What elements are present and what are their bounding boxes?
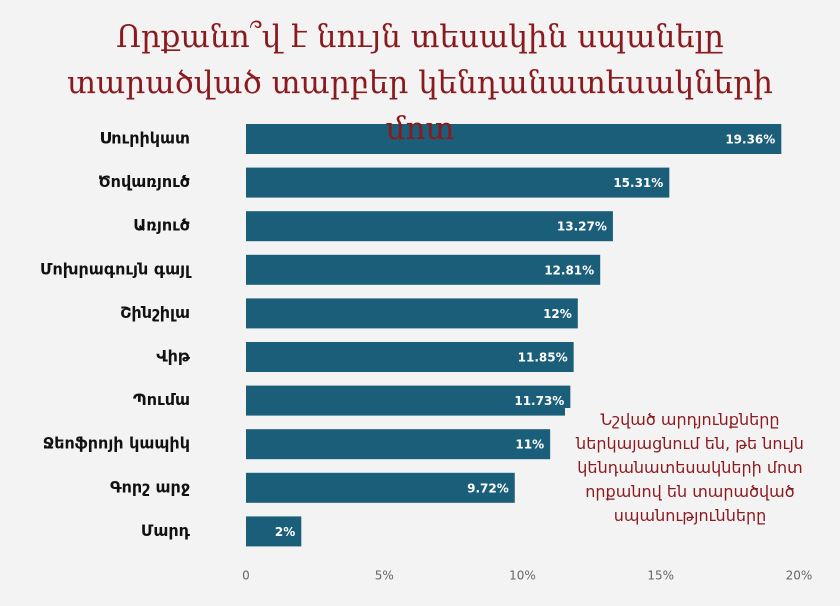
category-label: Պումա [133,390,190,409]
bar [246,124,782,154]
bar [246,342,574,372]
bar [246,516,302,547]
bar [246,298,578,329]
bar [246,385,571,416]
category-label: Ծովառյուծ [98,172,190,191]
value-label: 15.31% [613,176,663,190]
value-label: 12.81% [544,263,594,277]
x-tick-label: 5% [375,569,394,583]
annotation: Նշված արդյունքները ներկայացնում են, թե ն… [565,408,815,528]
category-label: Սուրիկատ [100,129,190,148]
value-label: 13.27% [557,220,607,234]
x-tick-label: 10% [509,569,536,583]
value-label: 9.72% [467,481,509,495]
bar [246,211,613,242]
value-label: 19.36% [725,133,775,147]
category-label: Գորշ արջ [110,477,190,496]
bar [246,254,601,285]
bar [246,472,515,503]
category-label: Մոխրագույն գայլ [40,259,192,278]
value-label: 2% [275,525,295,539]
value-label: 12% [543,307,572,321]
x-tick-label: 20% [786,569,813,583]
value-label: 11.85% [518,351,568,365]
category-label: Մարդ [141,521,191,540]
chart-title: Որքանո՞վ է նույն տեսակին սպանելը տարածվա… [67,19,773,147]
value-label: 11.73% [514,394,564,408]
x-tick-label: 0 [242,569,250,583]
bar [246,167,670,198]
category-label: Ջեոֆրոյի կապիկ [43,434,190,453]
value-label: 11% [515,438,544,452]
category-label: Շինշիլա [120,303,190,322]
category-label: Վիթ [156,347,191,366]
bar [246,429,551,460]
category-label: Առյուծ [133,216,190,235]
x-tick-label: 15% [647,569,674,583]
